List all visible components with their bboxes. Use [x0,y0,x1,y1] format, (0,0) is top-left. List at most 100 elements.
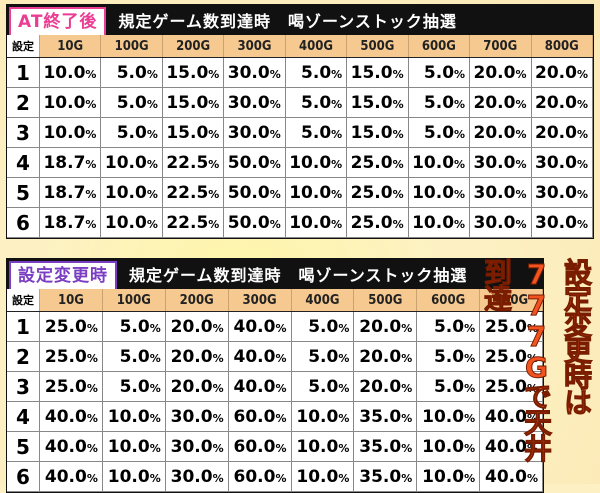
percentage-cell: 20.0% [469,117,532,148]
setting-change-table: 設定 10G 100G 200G 300G 400G 500G 600G 700G 1 25.0%… [7,289,543,492]
percent-sign: % [85,97,97,111]
percent-sign: % [86,381,98,395]
column-header: 600G [416,289,481,312]
table-row: 4 40.0% 10.0% 30.0% 60.0% 10.0% 35.0% 10.0% 40.0… [7,401,543,432]
table-row: 5 18.7% 10.0% 22.5% 50.0% 10.0% 25.0% 10.0% 30.0… [7,177,593,208]
percentage-value: 20.0 [473,122,516,143]
percentage-cell: 20.0% [165,341,229,372]
percentage-cell: 30.0% [531,207,593,238]
percentage-value: 10.0 [296,436,339,457]
percentage-value: 25.0 [350,182,393,203]
percent-sign: % [149,411,161,425]
percentage-cell: 10.0% [39,117,102,148]
percentage-value: 5.0 [308,376,339,397]
percentage-cell: 10.0% [291,401,355,432]
percentage-value: 25.0 [350,212,393,233]
percentage-cell: 35.0% [353,461,418,492]
percentage-cell: 25.0% [479,371,543,402]
percentage-cell: 20.0% [531,87,593,118]
percentage-value: 40.0 [233,316,276,337]
percentage-cell: 20.0% [353,311,418,342]
percentage-cell: 25.0% [39,371,103,402]
percentage-cell: 30.0% [531,147,593,178]
percent-sign: % [146,217,158,231]
percentage-cell: 5.0% [408,57,471,88]
percentage-value: 20.0 [359,376,402,397]
percent-sign: % [86,411,98,425]
percent-sign: % [401,351,413,365]
percent-sign: % [86,471,98,485]
percentage-value: 40.0 [44,406,87,427]
percentage-value: 5.0 [308,316,339,337]
percentage-value: 40.0 [485,406,527,427]
percentage-value: 40.0 [485,466,527,487]
percent-sign: % [275,411,287,425]
percent-sign: % [338,381,350,395]
table-row: 5 40.0% 10.0% 30.0% 60.0% 10.0% 35.0% 10.0% 40.0… [7,431,543,462]
percent-sign: % [515,157,527,171]
percentage-value: 30.0 [535,152,577,173]
table-row: 2 10.0% 5.0% 15.0% 30.0% 5.0% 15.0% 5.0% 20.0% 20… [7,87,593,118]
percentage-cell: 5.0% [100,117,163,148]
percent-sign: % [208,157,220,171]
setting-column-header: 設定 [7,35,40,58]
percentage-cell: 60.0% [228,461,292,492]
percentage-cell: 5.0% [285,57,348,88]
percent-sign: % [149,351,161,365]
percentage-cell: 10.0% [39,57,102,88]
percentage-value: 10.0 [104,182,147,203]
setting-number: 6 [7,207,40,238]
percentage-cell: 10.0% [291,461,355,492]
percentage-value: 20.0 [535,62,577,83]
percentage-value: 5.0 [301,122,332,143]
percent-sign: % [208,217,220,231]
percentage-cell: 10.0% [416,401,481,432]
percentage-value: 10.0 [107,466,150,487]
percentage-value: 25.0 [485,346,527,367]
percent-sign: % [212,321,224,335]
percent-sign: % [331,157,343,171]
percentage-value: 18.7 [43,152,86,173]
percentage-cell: 25.0% [39,311,103,342]
setting-number: 3 [7,371,40,402]
percentage-cell: 40.0% [228,371,292,402]
percent-sign: % [208,67,220,81]
percent-sign: % [212,411,224,425]
percentage-cell: 10.0% [102,461,166,492]
percentage-cell: 22.5% [162,177,225,208]
percent-sign: % [86,321,98,335]
percent-sign: % [269,127,281,141]
percentage-value: 5.0 [119,316,150,337]
percentage-cell: 10.0% [100,147,163,178]
percent-sign: % [515,97,527,111]
percentage-value: 5.0 [301,92,332,113]
percent-sign: % [526,441,538,455]
percentage-value: 10.0 [422,436,465,457]
percent-sign: % [146,127,158,141]
percent-sign: % [576,97,588,111]
percentage-value: 18.7 [43,182,86,203]
percentage-cell: 10.0% [291,431,355,462]
percent-sign: % [269,67,281,81]
percentage-cell: 5.0% [102,341,166,372]
percent-sign: % [454,67,466,81]
column-header: 700G [479,289,543,312]
at-end-table-panel: AT終了後 規定ゲーム数到達時 喝ゾーンストック抽選 設定 10G 100G 200G… [6,4,594,239]
percentage-value: 20.0 [170,346,213,367]
percentage-value: 60.0 [233,466,276,487]
percentage-value: 10.0 [107,436,150,457]
percentage-value: 10.0 [412,182,455,203]
setting-number: 5 [7,177,40,208]
percentage-cell: 30.0% [469,147,532,178]
percentage-value: 15.0 [350,122,393,143]
percentage-cell: 10.0% [408,147,471,178]
percent-sign: % [275,441,287,455]
percentage-cell: 10.0% [416,461,481,492]
table-subtitle: 規定ゲーム数到達時 喝ゾーンストック抽選 [118,12,457,31]
percentage-cell: 20.0% [353,371,418,402]
percentage-cell: 40.0% [39,461,103,492]
percent-sign: % [331,187,343,201]
percentage-cell: 30.0% [165,401,229,432]
percent-sign: % [85,217,97,231]
column-header: 400G [291,289,355,312]
